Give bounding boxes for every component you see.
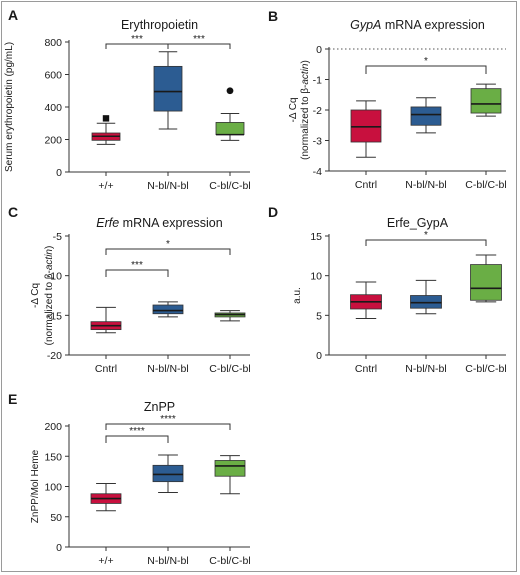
panel-letter-c: C xyxy=(8,204,18,220)
panel-letter-d: D xyxy=(268,204,278,220)
significance-bracket-e xyxy=(105,423,231,430)
x-tick-label-c: C-bl/C-bl xyxy=(209,363,250,375)
significance-bracket-c xyxy=(105,248,231,255)
y-axis-label2-part: ) xyxy=(300,60,311,63)
y-tick-label-c: -15 xyxy=(47,310,62,322)
box-green-e xyxy=(214,460,246,477)
y-axis-label-c: -Δ Cq xyxy=(30,283,41,308)
y-tick-label-a: 800 xyxy=(44,37,62,49)
y-axis-label-a: Serum erythropoietin (pg/mL) xyxy=(4,42,15,172)
significance-label-d: * xyxy=(424,230,428,241)
chart-title-a: Erythropoietin xyxy=(121,18,198,32)
significance-label-c: *** xyxy=(131,260,143,271)
significance-label-a: *** xyxy=(131,34,143,45)
y-tick-label-a: 0 xyxy=(56,167,62,179)
y-tick-label-e: 100 xyxy=(44,482,62,494)
significance-label-c: * xyxy=(166,239,170,250)
chart-title-c: Erfe mRNA expression xyxy=(96,216,222,230)
x-tick-label-c: Cntrl xyxy=(95,363,117,375)
significance-bracket-c xyxy=(105,269,169,277)
y-tick-label-c: -20 xyxy=(47,350,62,362)
x-tick-label-e: C-bl/C-bl xyxy=(209,555,250,567)
x-tick-label-a: N-bl/N-bl xyxy=(147,180,188,192)
outlier-circle-a xyxy=(226,87,234,95)
x-tick-label-e: +/+ xyxy=(98,555,113,567)
x-tick-label-b: N-bl/N-bl xyxy=(405,179,446,191)
x-tick-label-d: C-bl/C-bl xyxy=(465,363,506,375)
y-tick-label-e: 50 xyxy=(50,512,62,524)
box-green-d xyxy=(470,264,502,301)
x-tick-label-c: N-bl/N-bl xyxy=(147,363,188,375)
y-tick-label-b: -4 xyxy=(313,166,322,178)
chart-title-b: GypA mRNA expression xyxy=(350,18,485,32)
x-tick-label-d: N-bl/N-bl xyxy=(405,363,446,375)
y-axis-label2-c: (normalized to β-actin) xyxy=(44,246,55,346)
box-blue-c xyxy=(152,304,184,315)
x-tick-label-a: C-bl/C-bl xyxy=(209,180,250,192)
y-tick-label-b: -2 xyxy=(313,105,322,117)
chart-title-rest-c: mRNA expression xyxy=(119,216,223,230)
x-tick-label-d: Cntrl xyxy=(355,363,377,375)
y-tick-label-d: 0 xyxy=(316,350,322,362)
y-axis-label2-part: actin xyxy=(44,249,55,271)
chart-title-rest-b: mRNA expression xyxy=(381,18,485,32)
y-axis-label-d: a.u. xyxy=(292,287,303,304)
y-axis-label-b: -Δ Cq xyxy=(288,97,299,122)
chart-title-italic-b: GypA xyxy=(350,18,381,32)
y-axis-label2-part: (normalized to β- xyxy=(300,85,311,160)
box-green-a xyxy=(215,122,245,136)
panel-letter-a: A xyxy=(8,7,18,23)
x-tick-label-e: N-bl/N-bl xyxy=(147,555,188,567)
significance-bracket-e xyxy=(105,435,169,443)
y-axis-label2-b: (normalized to β-actin) xyxy=(300,60,311,160)
y-tick-label-c: -10 xyxy=(47,271,62,283)
x-tick-label-b: C-bl/C-bl xyxy=(465,179,506,191)
y-tick-label-d: 5 xyxy=(316,310,322,322)
y-tick-label-a: 200 xyxy=(44,135,62,147)
y-tick-label-e: 0 xyxy=(56,542,62,554)
chart-title-e: ZnPP xyxy=(144,400,175,414)
x-tick-label-b: Cntrl xyxy=(355,179,377,191)
y-tick-label-c: -5 xyxy=(53,231,62,243)
significance-bracket-d xyxy=(365,239,487,246)
x-tick-label-a: +/+ xyxy=(98,180,113,192)
box-blue-b xyxy=(410,106,442,126)
y-tick-label-e: 150 xyxy=(44,451,62,463)
y-tick-label-a: 600 xyxy=(44,70,62,82)
panel-letter-b: B xyxy=(268,8,278,24)
significance-label-e: **** xyxy=(160,414,176,425)
y-axis-label2-part: (normalized to β- xyxy=(44,270,55,345)
panel-letter-e: E xyxy=(8,391,17,407)
chart-title-italic-c: Erfe xyxy=(96,216,119,230)
significance-label-a: *** xyxy=(193,34,205,45)
y-tick-label-b: -1 xyxy=(313,75,322,87)
y-tick-label-d: 15 xyxy=(310,231,322,243)
y-tick-label-b: -3 xyxy=(313,136,322,148)
significance-label-e: **** xyxy=(129,426,145,437)
significance-label-b: * xyxy=(424,56,428,67)
y-tick-label-b: 0 xyxy=(316,44,322,56)
y-tick-label-a: 400 xyxy=(44,102,62,114)
chart-title-d: Erfe_GypA xyxy=(387,216,449,230)
significance-bracket-b xyxy=(365,65,487,74)
box-blue-e xyxy=(152,464,184,483)
y-tick-label-d: 10 xyxy=(310,271,322,283)
y-axis-label-e: ZnPP/Mol Heme xyxy=(30,449,41,523)
box-green-b xyxy=(470,88,502,114)
y-axis-label2-part: ) xyxy=(44,246,55,249)
outlier-square-a xyxy=(102,115,110,122)
y-tick-label-e: 200 xyxy=(44,421,62,433)
significance-bracket-a xyxy=(167,43,231,49)
y-axis-label2-part: actin xyxy=(300,63,311,85)
box-blue-a xyxy=(153,65,183,112)
